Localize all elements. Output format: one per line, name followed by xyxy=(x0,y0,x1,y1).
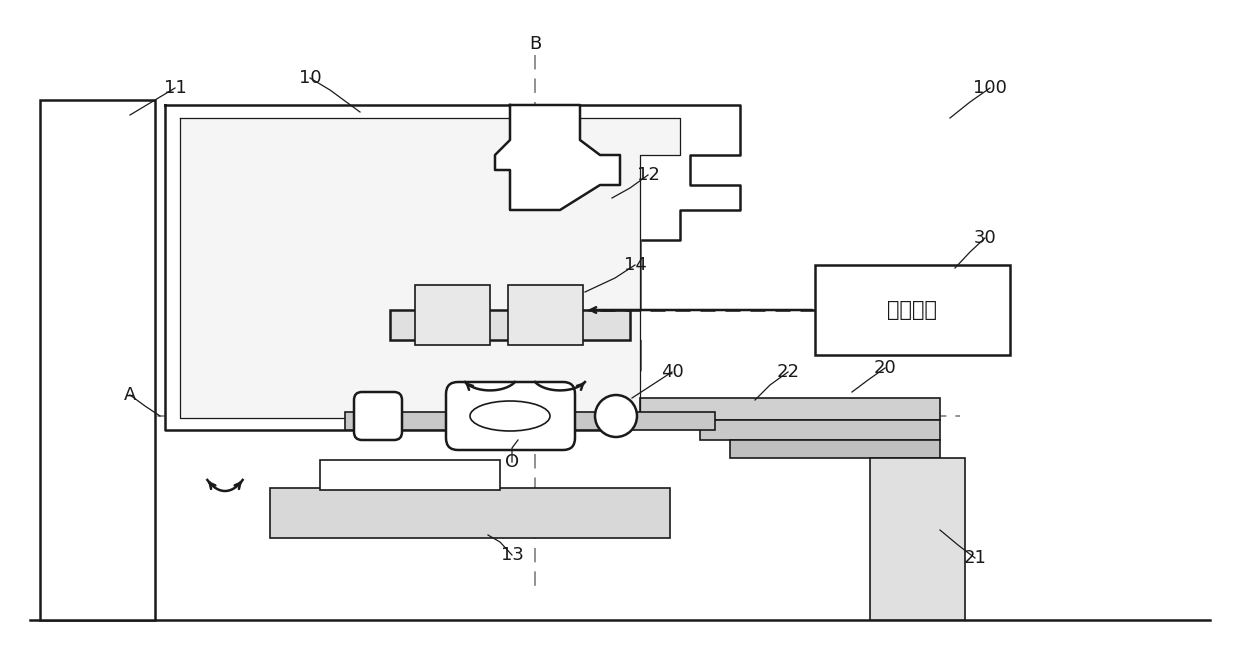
Polygon shape xyxy=(495,105,620,210)
Text: A: A xyxy=(124,386,136,404)
Text: 100: 100 xyxy=(973,79,1007,97)
Bar xyxy=(730,440,940,458)
FancyBboxPatch shape xyxy=(446,382,575,450)
Text: 13: 13 xyxy=(501,546,523,564)
Ellipse shape xyxy=(470,401,551,431)
Bar xyxy=(415,285,490,345)
Text: 20: 20 xyxy=(874,359,897,377)
FancyBboxPatch shape xyxy=(353,392,402,440)
Text: 30: 30 xyxy=(973,229,997,247)
Text: 驱动组件: 驱动组件 xyxy=(887,300,937,320)
Text: 14: 14 xyxy=(624,256,646,274)
Bar xyxy=(870,458,965,620)
Bar xyxy=(508,285,583,345)
Bar xyxy=(701,420,940,440)
Text: 40: 40 xyxy=(661,363,683,381)
Bar xyxy=(345,412,715,430)
Bar xyxy=(270,488,670,538)
Ellipse shape xyxy=(595,395,637,437)
Text: 21: 21 xyxy=(963,549,987,567)
Text: 12: 12 xyxy=(636,166,660,184)
Bar xyxy=(640,398,940,420)
Text: 22: 22 xyxy=(776,363,800,381)
Polygon shape xyxy=(180,118,680,418)
Text: B: B xyxy=(529,35,541,53)
Polygon shape xyxy=(165,105,740,430)
Bar xyxy=(40,100,155,620)
Text: O: O xyxy=(505,453,520,471)
Bar xyxy=(815,265,1011,355)
Bar xyxy=(320,460,500,490)
Text: 10: 10 xyxy=(299,69,321,87)
Text: 11: 11 xyxy=(164,79,186,97)
Bar xyxy=(391,310,630,340)
